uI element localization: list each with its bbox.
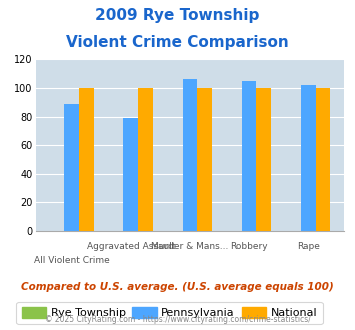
Text: 2009 Rye Township: 2009 Rye Township xyxy=(95,8,260,23)
Text: Murder & Mans...: Murder & Mans... xyxy=(151,242,229,251)
Bar xyxy=(182,80,197,231)
Bar xyxy=(197,88,212,231)
Legend: Rye Township, Pennsylvania, National: Rye Township, Pennsylvania, National xyxy=(16,302,323,324)
Bar xyxy=(242,81,256,231)
Bar xyxy=(64,104,79,231)
Text: Robbery: Robbery xyxy=(230,242,268,251)
Bar xyxy=(301,85,316,231)
Bar xyxy=(124,118,138,231)
Bar xyxy=(79,88,94,231)
Text: Rape: Rape xyxy=(297,242,320,251)
Text: Violent Crime Comparison: Violent Crime Comparison xyxy=(66,35,289,50)
Text: Aggravated Assault: Aggravated Assault xyxy=(87,242,175,251)
Bar xyxy=(138,88,153,231)
Bar xyxy=(256,88,271,231)
Text: All Violent Crime: All Violent Crime xyxy=(34,256,110,265)
Text: © 2025 CityRating.com - https://www.cityrating.com/crime-statistics/: © 2025 CityRating.com - https://www.city… xyxy=(45,315,310,324)
Bar xyxy=(316,88,330,231)
Text: Compared to U.S. average. (U.S. average equals 100): Compared to U.S. average. (U.S. average … xyxy=(21,282,334,292)
